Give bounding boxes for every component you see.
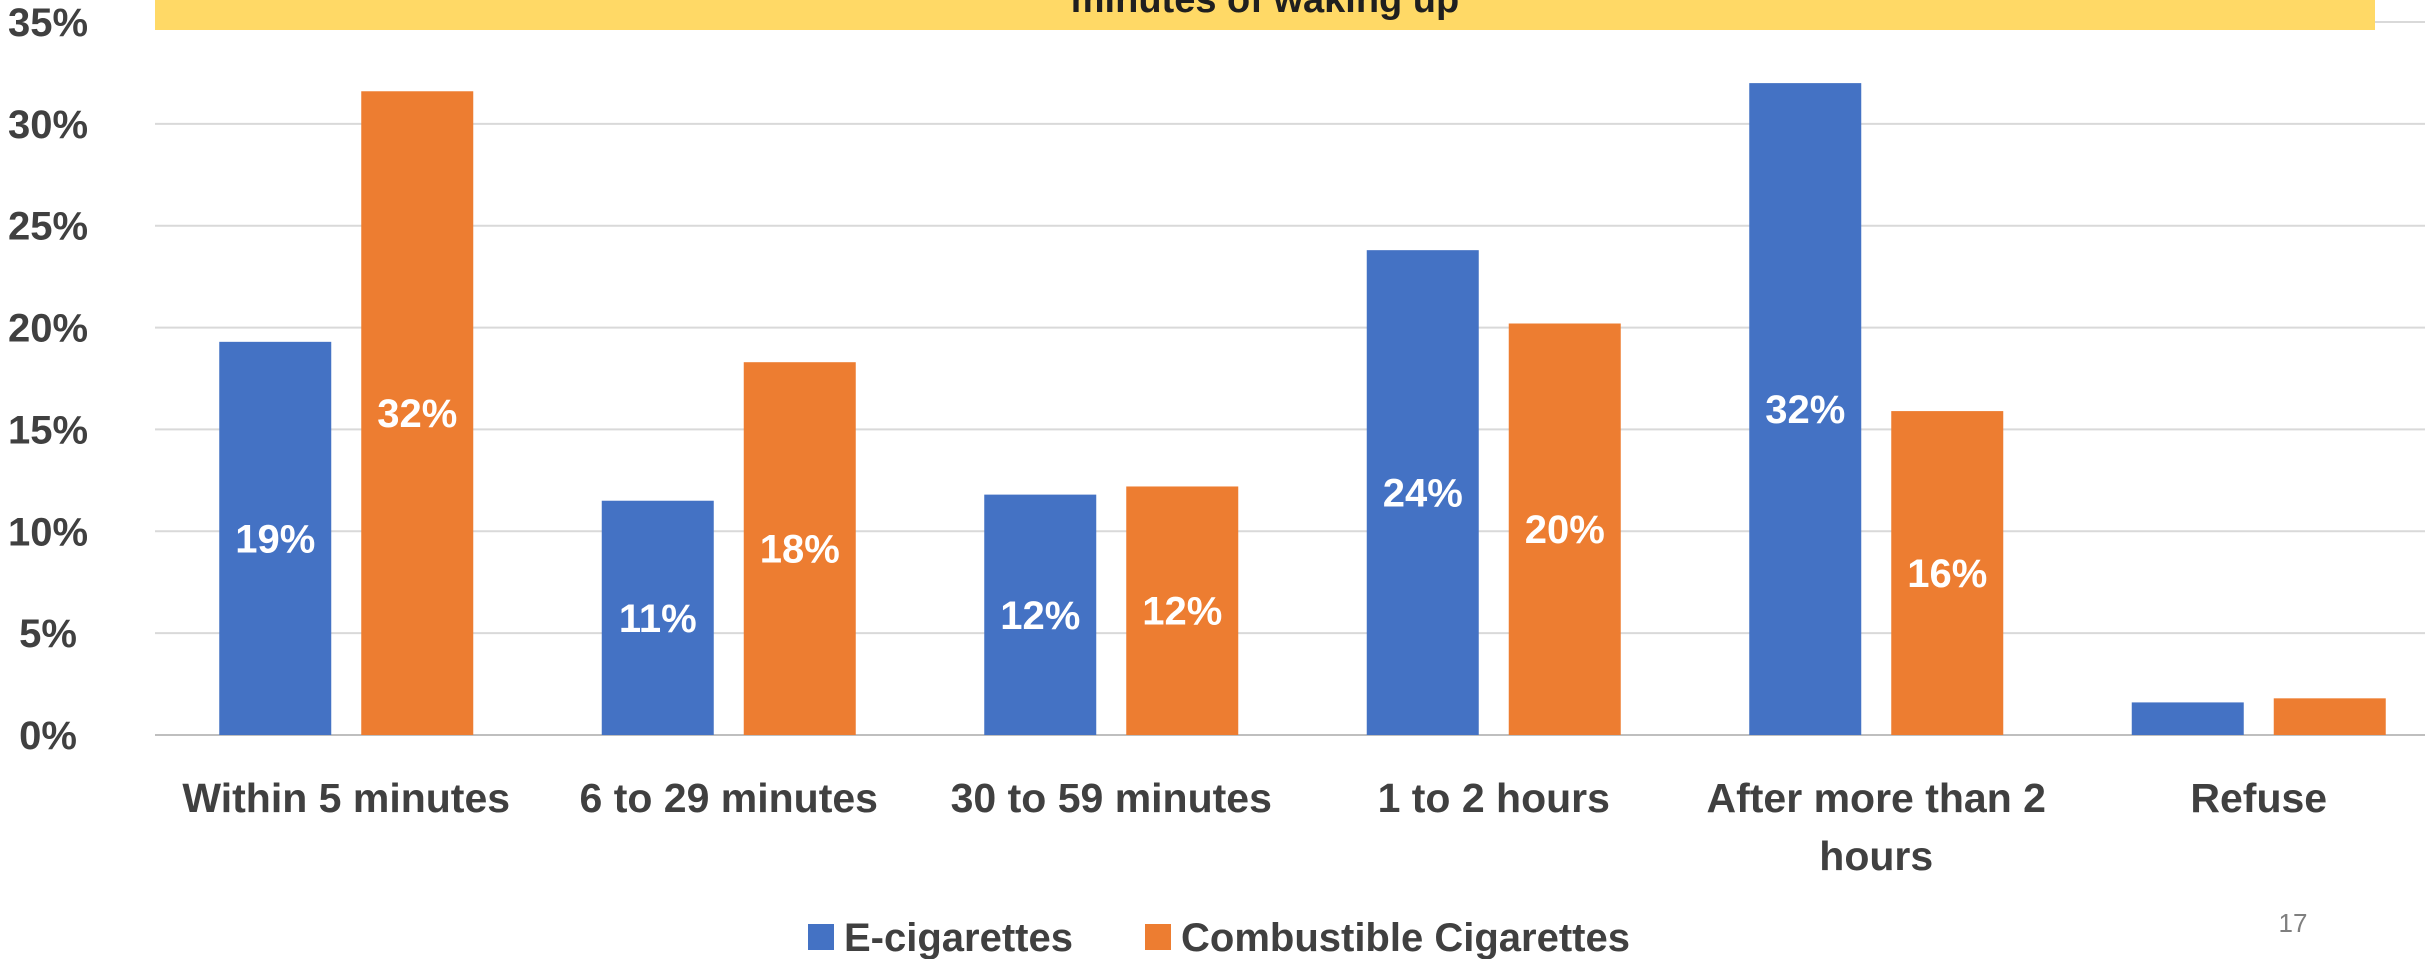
y-tick-label: 35% — [8, 1, 88, 45]
bar-combustible-0 — [361, 91, 474, 735]
legend-swatch — [808, 924, 834, 950]
x-tick-label: 1 to 2 hours — [1378, 775, 1610, 821]
gridlines — [155, 21, 2425, 736]
y-tick-label: 10% — [8, 510, 88, 554]
y-tick-label: 5% — [19, 612, 77, 656]
bar-combustible-5 — [2273, 698, 2386, 735]
title-banner — [155, 0, 2375, 30]
y-tick-label: 0% — [19, 714, 77, 758]
legend-label: E-cigarettes — [844, 916, 1073, 959]
data-label: 18% — [760, 528, 840, 572]
bar-combustible-2 — [1126, 486, 1239, 735]
x-tick-label: After more than 2 hours — [1707, 775, 2046, 879]
chart-title: minutes of waking up — [1071, 0, 1459, 21]
data-label: 19% — [235, 517, 315, 561]
bar-e-cigarettes-0 — [219, 341, 332, 735]
bar-e-cigarettes-2 — [984, 494, 1097, 735]
bar-combustible-4 — [1891, 411, 2004, 735]
x-tick-label: Within 5 minutes — [182, 775, 510, 821]
data-label: 24% — [1383, 472, 1463, 516]
data-label: 32% — [377, 392, 457, 436]
bar-e-cigarettes-4 — [1749, 83, 1862, 736]
data-label: 11% — [619, 597, 697, 641]
x-tick-label: 30 to 59 minutes — [951, 775, 1272, 821]
bar-e-cigarettes-1 — [601, 500, 714, 735]
legend-label: Combustible Cigarettes — [1181, 916, 1630, 959]
y-tick-label: 15% — [8, 408, 88, 452]
y-tick-label: 20% — [8, 307, 88, 351]
data-label: 12% — [1142, 590, 1222, 634]
data-label: 32% — [1765, 388, 1845, 432]
data-label: 20% — [1525, 508, 1605, 552]
data-label: 12% — [1000, 594, 1080, 638]
y-tick-label: 30% — [8, 103, 88, 147]
bars — [219, 83, 2386, 736]
bar-e-cigarettes-3 — [1366, 250, 1479, 735]
data-label: 16% — [1907, 552, 1987, 596]
y-tick-label: 25% — [8, 205, 88, 249]
x-tick-label: Refuse — [2190, 775, 2327, 821]
bar-combustible-3 — [1508, 323, 1621, 735]
data-labels: 19% 32% 11% 18% 12% 12% 24% 20% 32% 16% — [235, 388, 1987, 641]
y-axis-ticks: 0% 5% 10% 15% 20% 25% 30% 35% — [8, 1, 88, 758]
bar-e-cigarettes-5 — [2131, 702, 2244, 735]
page-number: 17 — [2279, 908, 2308, 938]
x-tick-label: 6 to 29 minutes — [580, 775, 878, 821]
x-axis-ticks: Within 5 minutes 6 to 29 minutes 30 to 59 … — [182, 775, 2327, 879]
legend: E-cigarettes Combustible Cigarettes — [808, 916, 1630, 959]
bar-combustible-1 — [743, 362, 856, 735]
legend-swatch — [1145, 924, 1171, 950]
